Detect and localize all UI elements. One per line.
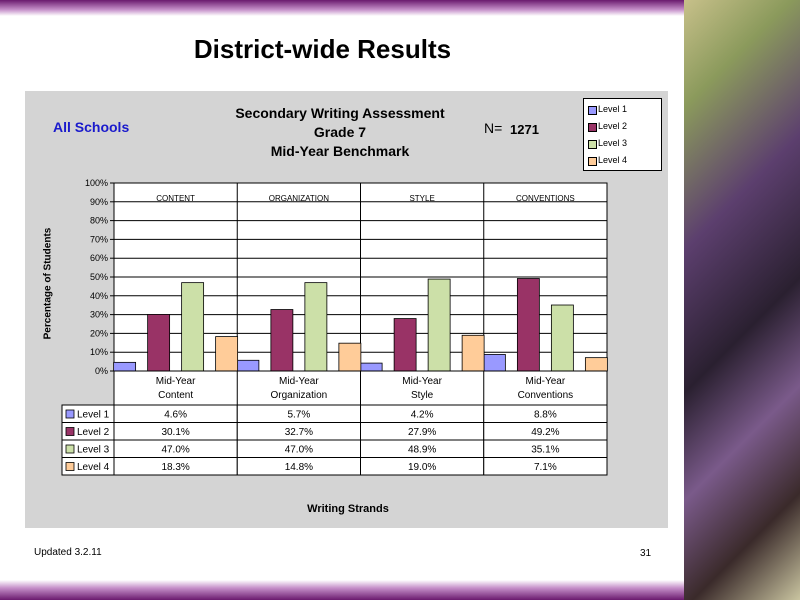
bar (461, 334, 485, 372)
table-cell-value: 5.7% (287, 410, 310, 421)
top-border (0, 0, 690, 16)
group-header: CONVENTIONS (516, 194, 575, 203)
bar (516, 278, 540, 372)
bar (304, 282, 328, 372)
table-cell-value: 30.1% (161, 427, 189, 438)
table-legend-key (65, 444, 75, 454)
table-row-label: Level 4 (77, 462, 110, 473)
legend-label-level-3: Level 3 (598, 138, 628, 148)
table-cell-value: 14.8% (285, 462, 313, 473)
updated-date: Updated 3.2.11 (34, 547, 102, 558)
table-cell-value: 4.2% (411, 410, 434, 421)
y-tick-label: 60% (90, 253, 108, 263)
table-cell-value: 47.0% (285, 445, 313, 456)
bar (113, 361, 137, 372)
chart-title-line-1: Secondary Writing Assessment (235, 105, 445, 121)
category-label-line-2: Organization (271, 390, 328, 401)
table-cell-value: 32.7% (285, 427, 313, 438)
group-header: CONTENT (156, 194, 195, 203)
legend-swatch-level-4 (588, 157, 597, 166)
y-tick-label: 30% (90, 310, 108, 320)
chart-title-line-2: Grade 7 (313, 124, 367, 140)
table-cell-value: 4.6% (164, 410, 187, 421)
bar (181, 282, 205, 372)
bar (338, 342, 362, 372)
table-cell-value: 8.8% (534, 410, 557, 421)
bar (236, 359, 260, 372)
bar (270, 309, 294, 372)
y-tick-label: 0% (95, 366, 108, 376)
n-value: 1271 (510, 122, 539, 137)
n-label: N= (484, 120, 503, 136)
bar (147, 314, 171, 372)
table-legend-key (65, 409, 75, 419)
y-tick-label: 50% (90, 272, 108, 282)
category-label-line-2: Style (411, 390, 434, 401)
bottom-border (0, 580, 690, 600)
bar (215, 336, 239, 372)
table-cell-value: 49.2% (531, 427, 559, 438)
table-row-label: Level 2 (77, 427, 110, 438)
y-tick-label: 80% (90, 216, 108, 226)
legend-swatch-level-1 (588, 106, 597, 115)
bar (427, 278, 451, 372)
y-tick-label: 100% (85, 178, 108, 188)
y-tick-label: 20% (90, 328, 108, 338)
legend-swatch-level-2 (588, 123, 597, 132)
chart-title-line-3: Mid-Year Benchmark (270, 143, 410, 159)
legend-label-level-2: Level 2 (598, 121, 628, 131)
scope-label: All Schools (53, 119, 130, 135)
y-tick-label: 40% (90, 291, 108, 301)
table-cell-value: 27.9% (408, 427, 436, 438)
category-label-line-2: Conventions (518, 390, 574, 401)
decorative-floral-panel (684, 0, 800, 600)
category-label-line-2: Content (158, 390, 193, 401)
table-cell-value: 19.0% (408, 462, 436, 473)
category-label-line-1: Mid-Year (279, 376, 319, 387)
table-cell-value: 35.1% (531, 445, 559, 456)
table-cell-value: 47.0% (161, 445, 189, 456)
y-tick-label: 90% (90, 197, 108, 207)
table-cell-value: 18.3% (161, 462, 189, 473)
chart-legend: Level 1 Level 2 Level 3 Level 4 (583, 98, 662, 171)
page-number: 31 (640, 548, 652, 559)
legend-swatch-level-3 (588, 140, 597, 149)
bar (393, 318, 417, 372)
group-header: ORGANIZATION (269, 194, 330, 203)
table-legend-key (65, 462, 75, 471)
table-row-label: Level 1 (77, 410, 110, 421)
table-cell-value: 7.1% (534, 462, 557, 473)
bar (482, 354, 506, 372)
category-label-line-1: Mid-Year (402, 376, 442, 387)
legend-label-level-1: Level 1 (598, 104, 628, 114)
legend-label-level-4: Level 4 (598, 155, 628, 165)
y-tick-label: 10% (90, 347, 108, 357)
bar (550, 304, 574, 372)
slide-title: District-wide Results (193, 34, 452, 64)
y-tick-label: 70% (90, 234, 108, 244)
bar (359, 362, 383, 372)
category-label-line-1: Mid-Year (156, 376, 196, 387)
x-axis-title: Writing Strands (307, 503, 389, 515)
table-legend-key (65, 427, 75, 436)
bar (584, 357, 608, 372)
chart-title: Secondary Writing Assessment Grade 7 Mid… (220, 104, 460, 161)
table-cell (483, 457, 608, 476)
table-row-label: Level 3 (77, 445, 110, 456)
group-header: STYLE (409, 194, 434, 203)
table-cell-value: 48.9% (408, 445, 436, 456)
category-label-line-1: Mid-Year (526, 376, 566, 387)
